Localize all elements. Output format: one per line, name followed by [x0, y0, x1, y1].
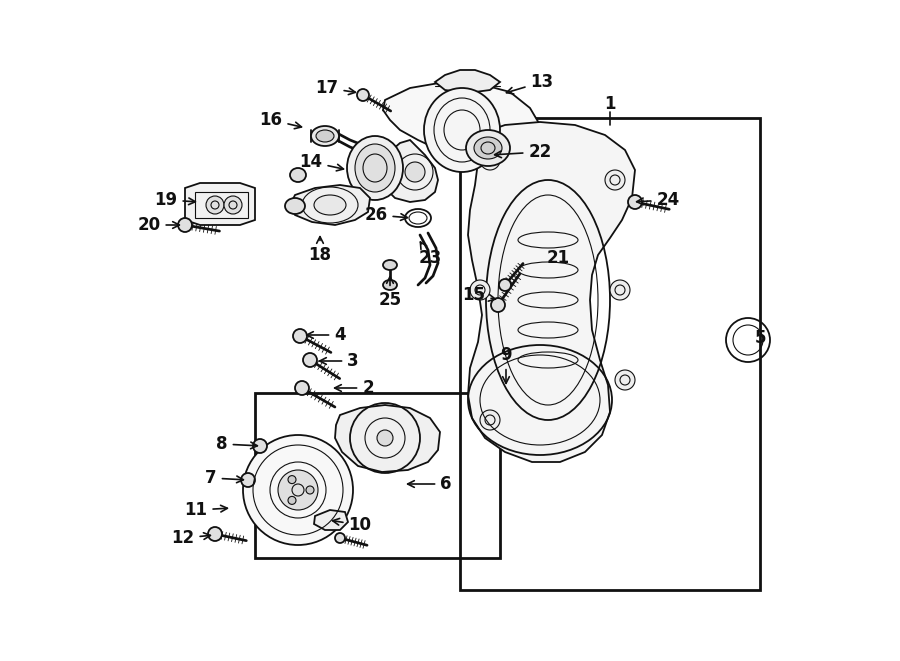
Polygon shape: [185, 183, 255, 225]
Text: 16: 16: [259, 111, 302, 129]
Ellipse shape: [316, 130, 334, 142]
Text: 1: 1: [604, 95, 616, 113]
Circle shape: [377, 430, 393, 446]
Circle shape: [306, 486, 314, 494]
Text: 25: 25: [378, 277, 401, 309]
Circle shape: [243, 435, 353, 545]
Circle shape: [605, 170, 625, 190]
Circle shape: [224, 196, 242, 214]
Polygon shape: [468, 122, 635, 462]
Polygon shape: [335, 405, 440, 472]
Polygon shape: [435, 70, 500, 92]
Text: 21: 21: [546, 249, 570, 267]
Circle shape: [288, 476, 296, 484]
Text: 26: 26: [364, 206, 408, 224]
Bar: [195, 192, 248, 218]
Bar: [460, 118, 760, 590]
Text: 5: 5: [754, 329, 766, 347]
Ellipse shape: [424, 88, 500, 172]
Ellipse shape: [311, 126, 339, 146]
Text: 8: 8: [216, 435, 257, 453]
Circle shape: [295, 381, 309, 395]
Polygon shape: [383, 82, 540, 165]
Circle shape: [178, 218, 192, 232]
Circle shape: [278, 470, 318, 510]
Text: 17: 17: [315, 79, 356, 97]
Circle shape: [480, 410, 500, 430]
Text: 22: 22: [495, 143, 552, 161]
Ellipse shape: [285, 198, 305, 214]
Circle shape: [499, 279, 511, 291]
Circle shape: [470, 280, 490, 300]
Circle shape: [491, 298, 505, 312]
Circle shape: [610, 280, 630, 300]
Ellipse shape: [474, 137, 502, 159]
Text: 7: 7: [205, 469, 243, 487]
Ellipse shape: [383, 280, 397, 290]
Ellipse shape: [347, 136, 403, 200]
Text: 9: 9: [500, 346, 512, 383]
Circle shape: [335, 533, 345, 543]
Circle shape: [628, 195, 642, 209]
Circle shape: [206, 196, 224, 214]
Ellipse shape: [383, 260, 397, 270]
Text: 3: 3: [320, 352, 359, 370]
Text: 19: 19: [155, 191, 195, 209]
Circle shape: [303, 353, 317, 367]
Text: 14: 14: [300, 153, 344, 171]
Circle shape: [284, 476, 312, 504]
Circle shape: [253, 439, 267, 453]
Polygon shape: [314, 510, 348, 530]
Text: 18: 18: [309, 237, 331, 264]
Text: 20: 20: [138, 216, 179, 234]
Text: 13: 13: [507, 73, 554, 94]
Text: 2: 2: [335, 379, 374, 397]
Polygon shape: [383, 140, 438, 202]
Ellipse shape: [466, 130, 510, 166]
Circle shape: [480, 150, 500, 170]
Text: 24: 24: [636, 191, 680, 209]
Circle shape: [615, 370, 635, 390]
Text: 12: 12: [171, 529, 211, 547]
Circle shape: [241, 473, 255, 487]
Circle shape: [357, 89, 369, 101]
Circle shape: [405, 162, 425, 182]
Circle shape: [293, 329, 307, 343]
Ellipse shape: [314, 195, 346, 215]
Ellipse shape: [355, 144, 395, 192]
Ellipse shape: [290, 168, 306, 182]
Text: 6: 6: [408, 475, 452, 493]
Bar: [255, 393, 500, 558]
Text: 4: 4: [307, 326, 346, 344]
Circle shape: [288, 496, 296, 504]
Text: 10: 10: [333, 516, 372, 534]
Polygon shape: [290, 185, 370, 225]
Circle shape: [208, 527, 222, 541]
Text: 15: 15: [463, 286, 495, 304]
Text: 23: 23: [418, 242, 442, 267]
Text: 11: 11: [184, 501, 228, 519]
